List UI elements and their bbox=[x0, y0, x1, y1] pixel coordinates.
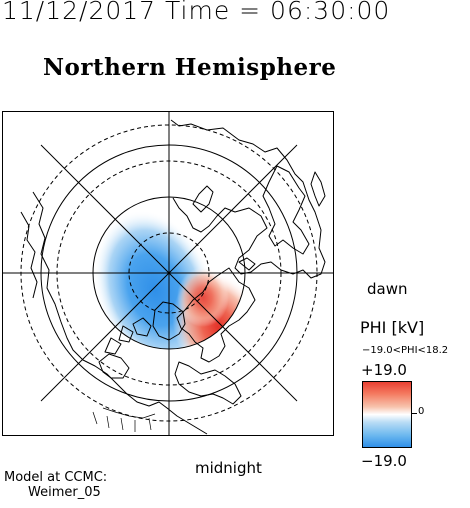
colorbar-zero-tick bbox=[412, 413, 417, 414]
coastline-canada-islands bbox=[104, 317, 152, 355]
national-borders bbox=[92, 407, 156, 432]
potential-pattern bbox=[93, 197, 245, 349]
coastline-alaska bbox=[20, 211, 38, 299]
dawn-label: dawn bbox=[367, 280, 408, 298]
colorbar bbox=[362, 381, 412, 448]
polar-map-svg bbox=[3, 112, 333, 435]
coastline-africa bbox=[174, 361, 242, 405]
coastline-europe bbox=[176, 267, 256, 363]
model-credit-line2: Weimer_05 bbox=[28, 485, 101, 500]
coastlines bbox=[20, 119, 326, 435]
border-us-canada bbox=[102, 407, 156, 419]
coastline-scandinavia bbox=[192, 185, 214, 213]
colorbar-zero-label: 0 bbox=[418, 406, 425, 417]
hemisphere-title: Northern Hemisphere bbox=[43, 54, 337, 81]
colorbar-range: −19.0<PHI<18.2 bbox=[362, 345, 449, 356]
model-credit: Model at CCMC: Weimer_05 bbox=[4, 470, 107, 500]
colorbar-min-label: −19.0 bbox=[361, 452, 407, 470]
polar-map bbox=[2, 111, 334, 436]
coastline-north-america bbox=[32, 191, 208, 435]
colorbar-max-label: +19.0 bbox=[361, 361, 407, 379]
positive-cell-core bbox=[177, 267, 229, 327]
coastline-japan bbox=[310, 171, 326, 207]
meridian-diagonal-2 bbox=[40, 144, 298, 402]
model-credit-line1: Model at CCMC: bbox=[4, 470, 108, 485]
colorbar-title: PHI [kV] bbox=[360, 318, 425, 337]
coastline-iceland bbox=[238, 257, 256, 271]
coastline-hudson-bay bbox=[98, 353, 130, 379]
coastline-east-asia bbox=[262, 165, 310, 255]
border-grid-south bbox=[92, 411, 152, 432]
timestamp-title: 11/12/2017 Time = 06:30:00 bbox=[2, 0, 391, 25]
coastline-asia bbox=[170, 119, 326, 279]
coastline-greenland bbox=[152, 301, 186, 341]
grid-lines bbox=[3, 112, 333, 435]
midnight-label: midnight bbox=[195, 459, 262, 477]
